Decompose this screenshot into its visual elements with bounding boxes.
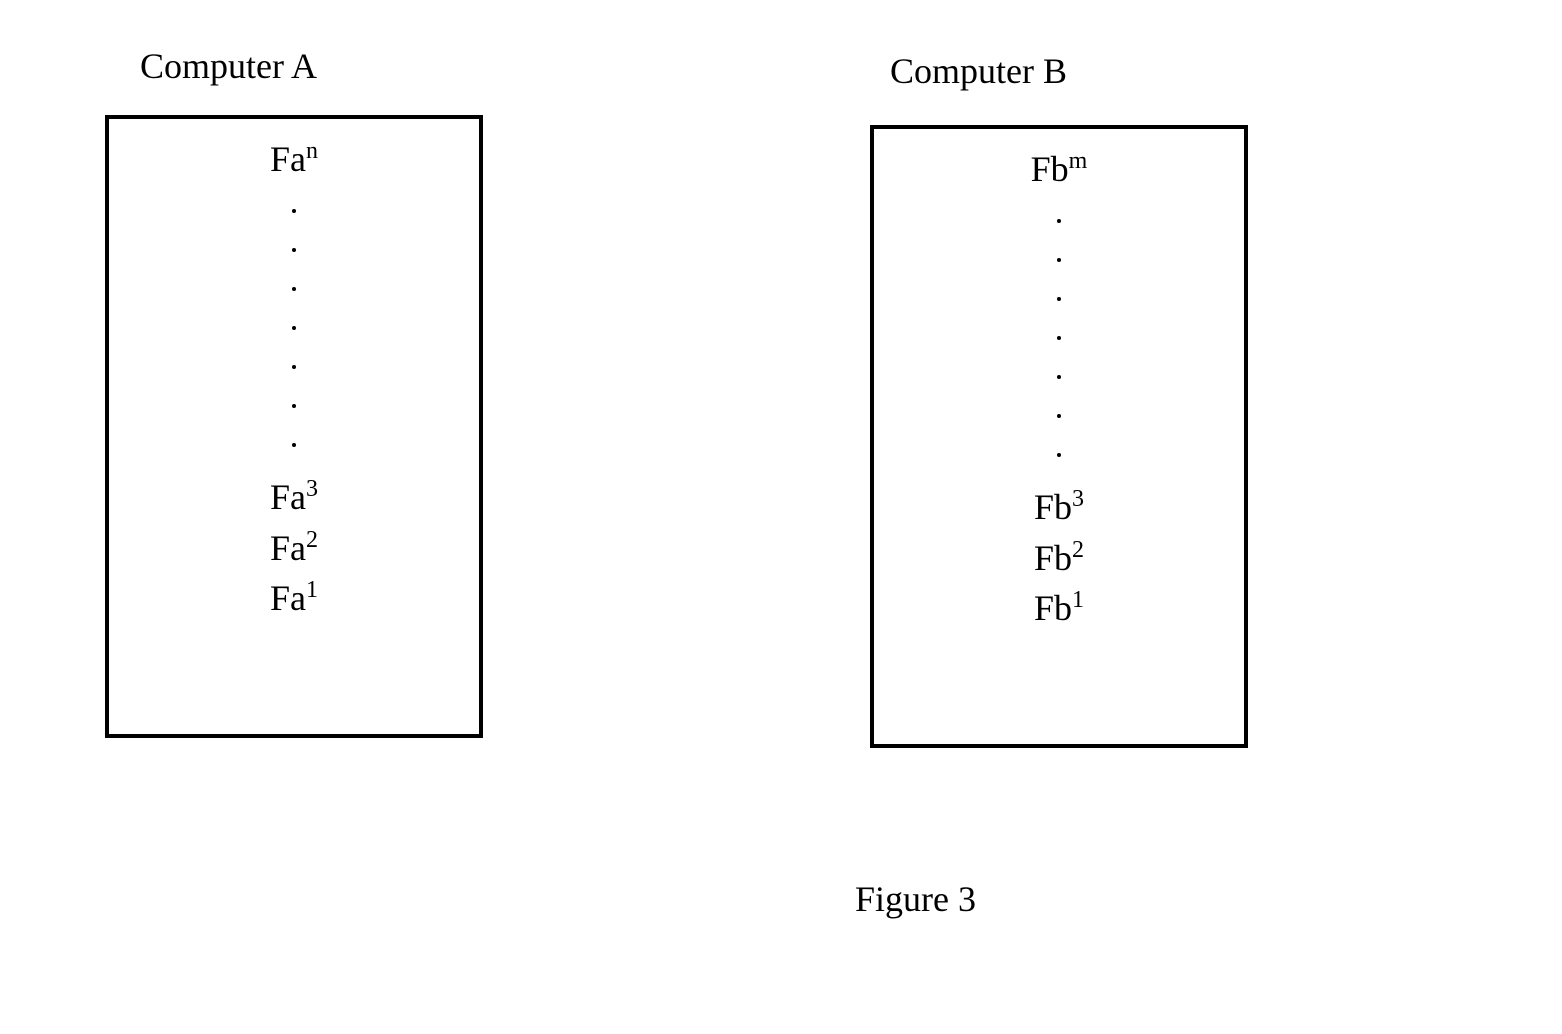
dot: [292, 209, 296, 213]
dot: [1057, 414, 1061, 418]
dot: [1057, 219, 1061, 223]
computer-a-item-top: Fan: [270, 134, 318, 184]
dot: [292, 287, 296, 291]
computer-b-item-3: Fb3: [1034, 482, 1084, 532]
dot: [1057, 375, 1061, 379]
dot: [292, 404, 296, 408]
dot: [292, 443, 296, 447]
computer-b-item-1: Fb1: [1034, 583, 1084, 633]
dot: [1057, 453, 1061, 457]
computer-a-item-3: Fa3: [270, 472, 318, 522]
dot: [292, 248, 296, 252]
computer-b-item-2: Fb2: [1034, 533, 1084, 583]
computer-a-dots: [292, 209, 296, 447]
dot: [292, 365, 296, 369]
computer-a-item-2: Fa2: [270, 523, 318, 573]
figure-caption: Figure 3: [855, 878, 976, 920]
computer-a-title: Computer A: [140, 45, 317, 87]
dot: [292, 326, 296, 330]
computer-b-title: Computer B: [890, 50, 1067, 92]
computer-b-item-top: Fbm: [1031, 144, 1088, 194]
dot: [1057, 258, 1061, 262]
computer-a-box: Fan Fa3 Fa2 Fa1: [105, 115, 483, 738]
computer-b-dots: [1057, 219, 1061, 457]
dot: [1057, 336, 1061, 340]
computer-b-box: Fbm Fb3 Fb2 Fb1: [870, 125, 1248, 748]
dot: [1057, 297, 1061, 301]
computer-a-item-1: Fa1: [270, 573, 318, 623]
